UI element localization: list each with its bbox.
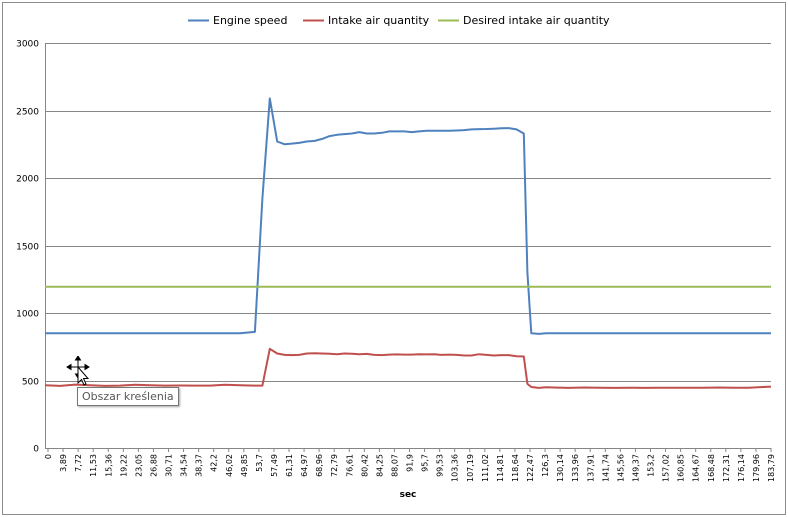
x-tick-label: 160,85	[677, 454, 686, 482]
legend-label: Desired intake air quantity	[463, 14, 610, 27]
x-tick-label: 103,36	[451, 454, 460, 482]
x-tick-label: 179,96	[752, 454, 761, 482]
y-tick-label: 1500	[16, 243, 39, 253]
x-tick-label: 64,97	[300, 454, 309, 477]
legend-item-3[interactable]: Desired intake air quantity	[438, 14, 610, 27]
x-tick-label: 176,14	[737, 454, 746, 482]
y-tick-label: 500	[22, 378, 39, 388]
x-tick-label: 91,9	[406, 454, 415, 472]
x-tick-label: 149,37	[631, 454, 640, 482]
legend-label: Intake air quantity	[328, 14, 430, 27]
x-tick-label: 53,7	[255, 454, 264, 472]
move-cursor-icon	[66, 356, 90, 386]
x-tick-label: 72,79	[330, 454, 339, 477]
x-tick-label: 30,71	[165, 454, 174, 477]
series-line-2[interactable]	[44, 347, 772, 389]
y-tick-label: 1000	[16, 310, 39, 320]
x-tick-label: 164,67	[692, 454, 701, 482]
x-tick-label: 57,49	[270, 454, 279, 477]
y-tick-label: 2500	[16, 108, 39, 118]
x-tick-label: 76,61	[345, 454, 354, 477]
x-tick-label: 107,19	[466, 454, 475, 482]
x-tick-label: 46,02	[225, 454, 234, 477]
x-tick-label: 126,3	[541, 454, 550, 477]
series-line-1[interactable]	[45, 97, 771, 335]
x-tick-label: 172,31	[722, 454, 731, 482]
x-tick-label: 122,47	[526, 454, 535, 482]
x-tick-label: 168,48	[707, 454, 716, 482]
y-tick-label: 0	[33, 445, 39, 455]
x-tick-label: 95,7	[421, 454, 430, 472]
gridlines	[45, 43, 771, 449]
x-axis-ticks: 0 3,89 7,72 11,53 15,36 19,22 23,05 26,88 30,71 3…	[44, 448, 776, 482]
y-tick-label: 3000	[16, 40, 39, 50]
x-tick-label: 7,72	[74, 454, 83, 472]
x-tick-label: 118,64	[511, 454, 520, 482]
x-tick-label: 157,02	[662, 454, 671, 482]
x-tick-label: 49,85	[240, 454, 249, 477]
x-tick-label: 111,02	[481, 454, 490, 482]
x-tick-label: 23,05	[134, 454, 143, 477]
legend-item-2[interactable]: Intake air quantity	[303, 14, 430, 27]
x-tick-label: 0	[44, 454, 53, 459]
x-tick-label: 99,53	[436, 454, 445, 477]
legend-item-1[interactable]: Engine speed	[188, 14, 287, 27]
x-tick-label: 19,22	[119, 454, 128, 477]
x-tick-label: 130,14	[556, 454, 565, 482]
x-tick-label: 3,89	[59, 454, 68, 472]
x-tick-label: 137,91	[586, 454, 595, 482]
x-tick-label: 26,88	[149, 454, 158, 477]
y-tick-label: 2000	[16, 175, 39, 185]
plot-area[interactable]	[44, 43, 772, 448]
tooltip: Obszar kreślenia	[77, 387, 179, 406]
x-tick-label: 84,25	[375, 454, 384, 477]
x-tick-label: 68,96	[315, 454, 324, 477]
legend[interactable]: Engine speed Intake air quantity Desired i…	[188, 14, 610, 27]
x-tick-label: 183,79	[767, 454, 776, 482]
x-axis-title: sec	[400, 490, 417, 500]
line-chart[interactable]: Engine speed Intake air quantity Desired i…	[3, 3, 785, 514]
x-tick-label: 15,36	[104, 454, 113, 477]
y-axis-ticks: 0 500 1000 1500 2000 2500 3000	[16, 40, 39, 455]
x-tick-label: 38,37	[195, 454, 204, 477]
x-tick-label: 153,2	[647, 454, 656, 477]
x-tick-label: 141,74	[601, 454, 610, 482]
x-tick-label: 11,53	[89, 454, 98, 477]
x-tick-label: 145,56	[616, 454, 625, 482]
x-tick-label: 34,54	[180, 454, 189, 477]
x-tick-label: 133,96	[571, 454, 580, 482]
x-tick-label: 80,42	[360, 454, 369, 477]
x-tick-label: 88,07	[390, 454, 399, 477]
legend-label: Engine speed	[213, 14, 287, 27]
x-tick-label: 114,81	[496, 454, 505, 482]
x-tick-label: 42,2	[210, 454, 219, 472]
x-tick-label: 61,31	[285, 454, 294, 477]
